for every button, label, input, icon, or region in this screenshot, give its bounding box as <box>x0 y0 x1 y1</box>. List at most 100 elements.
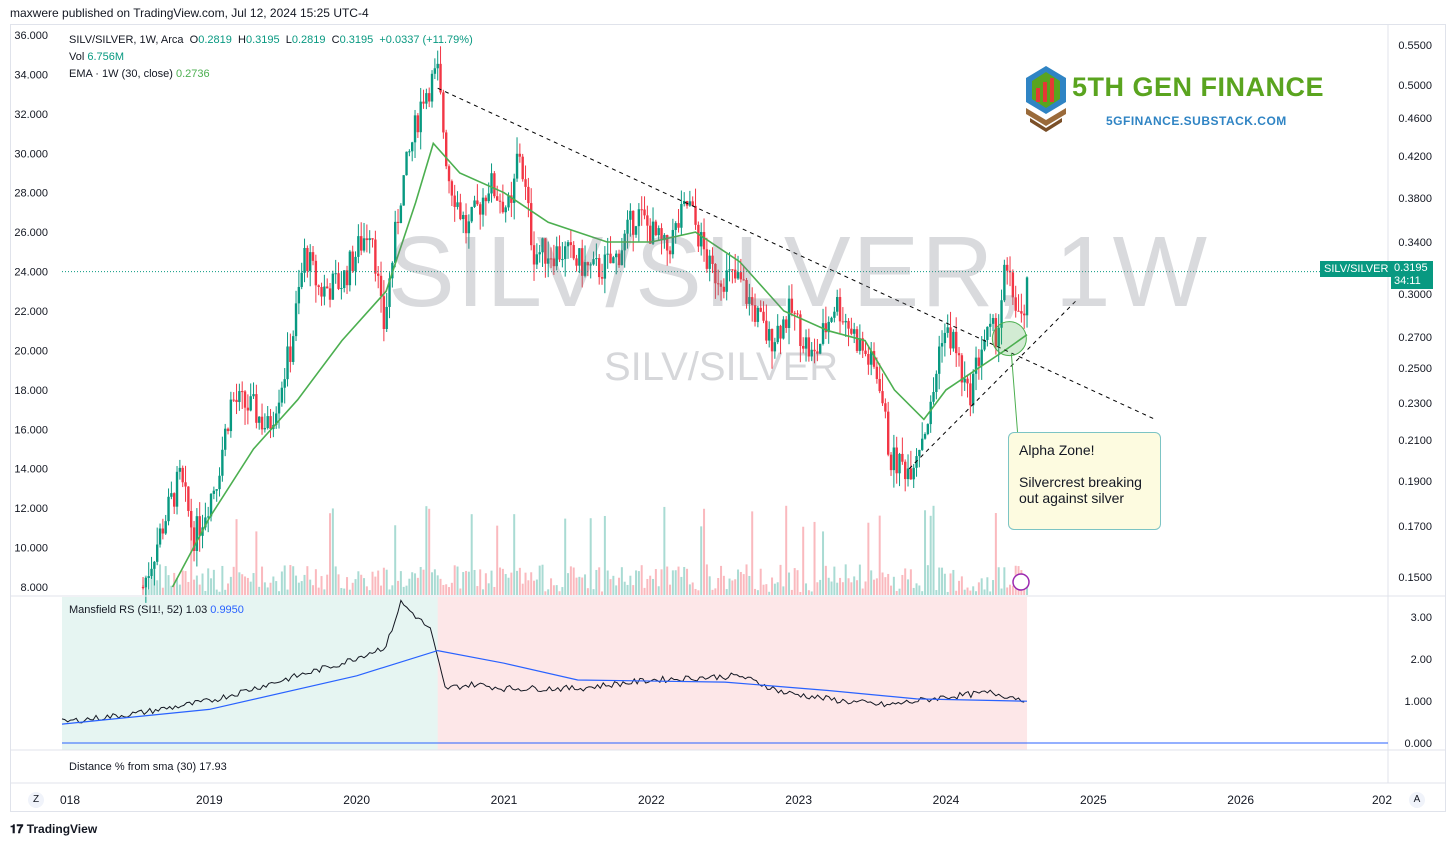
volume-bar <box>272 576 275 595</box>
volume-bar <box>830 581 833 595</box>
volume-bar <box>275 581 278 595</box>
candle-body <box>688 201 692 206</box>
volume-bar <box>198 584 201 595</box>
candle-body <box>209 493 213 517</box>
volume-bar <box>142 585 145 595</box>
volume-bar <box>762 584 765 595</box>
candle-body <box>479 204 482 215</box>
volume-bar <box>382 567 385 595</box>
volume-bar <box>456 566 459 595</box>
volume-bar <box>915 583 918 595</box>
alpha-zone-callout[interactable]: Alpha Zone! Silvercrest breaking out aga… <box>1008 432 1161 530</box>
x-axis-label: 202 <box>1371 793 1393 807</box>
volume-bar <box>782 586 785 595</box>
right-axis-tick: 0.1900 <box>1398 476 1432 488</box>
volume-bar <box>436 575 439 595</box>
volume-bar <box>541 564 544 595</box>
volume-bar <box>697 590 700 595</box>
candle-body <box>581 248 584 276</box>
candle-body <box>232 399 235 401</box>
legend-close: 0.3195 <box>339 34 374 46</box>
candle-body <box>759 307 762 312</box>
auto-scale-button[interactable]: A <box>1409 792 1425 808</box>
candle-body <box>238 391 241 403</box>
candle-body <box>957 353 961 356</box>
volume-bar <box>453 565 456 595</box>
candle-body <box>940 343 944 347</box>
volume-bar <box>663 506 666 595</box>
left-axis-tick: 34.000 <box>14 69 48 81</box>
candle-body <box>266 416 269 429</box>
candle-body <box>719 283 723 287</box>
volume-bar <box>737 569 740 595</box>
volume-bar <box>555 585 558 595</box>
volume-bar <box>816 582 819 595</box>
volume-bar <box>320 576 323 595</box>
volume-bar <box>836 582 839 595</box>
candle-body <box>572 245 575 259</box>
candle-body <box>657 228 660 236</box>
volume-bar <box>221 565 224 595</box>
zoom-button[interactable]: Z <box>28 792 44 808</box>
volume-bar <box>765 584 768 595</box>
volume-bar <box>759 568 762 595</box>
candle-body <box>629 210 632 220</box>
volume-bar <box>881 572 884 595</box>
x-axis-label: 2021 <box>490 793 518 807</box>
candle-body <box>626 219 629 234</box>
candle-body <box>311 252 315 261</box>
volume-bar <box>388 589 391 595</box>
volume-bar <box>558 591 561 595</box>
volume-bar <box>626 584 629 595</box>
candle-body <box>252 394 255 397</box>
candle-body <box>691 201 694 206</box>
candle-body <box>402 175 405 206</box>
volume-bar <box>892 576 895 595</box>
candle-body <box>753 305 757 322</box>
candle-body <box>195 516 199 551</box>
watermark-symbol-small: SILV/SILVER <box>604 345 839 389</box>
volume-bar <box>300 581 303 595</box>
volume-bar <box>331 508 334 595</box>
candle-body <box>408 151 411 153</box>
right-axis-tick: 0.3000 <box>1398 289 1432 301</box>
candle-body <box>708 255 711 269</box>
candle-body <box>906 468 910 480</box>
logo-subtitle: 5GFINANCE.SUBSTACK.COM <box>1106 114 1287 128</box>
candle-body <box>433 68 437 74</box>
candle-body <box>345 270 349 286</box>
candle-body <box>793 312 796 314</box>
candle-body <box>411 142 414 152</box>
volume-bar <box>595 569 598 595</box>
candle-body <box>651 221 655 244</box>
candle-body <box>555 246 558 267</box>
volume-bar <box>986 577 989 595</box>
candle-body <box>768 329 771 341</box>
candle-body <box>742 279 745 281</box>
candle-body <box>1006 264 1009 271</box>
trendline-downtrend <box>437 87 1156 420</box>
candle-body <box>379 275 383 297</box>
candle-body <box>677 223 680 228</box>
candle-body <box>770 329 774 352</box>
volume-bar <box>150 576 153 595</box>
volume-bar <box>218 591 221 595</box>
volume-bar <box>297 582 300 595</box>
chart-frame[interactable] <box>10 24 1446 812</box>
volume-bar <box>504 574 507 595</box>
volume-bar <box>314 569 317 595</box>
volume-bar <box>181 570 184 595</box>
candle-body <box>501 201 505 213</box>
volume-bar <box>227 583 230 595</box>
volume-bar <box>875 578 878 595</box>
candle-body <box>436 63 439 69</box>
volume-bar <box>720 565 723 595</box>
volume-bar <box>193 579 196 595</box>
volume-bar <box>623 581 626 595</box>
candle-body <box>558 246 561 260</box>
candle-body <box>844 320 847 323</box>
candle-body <box>632 210 635 235</box>
volume-bar <box>533 580 536 595</box>
volume-bar <box>433 569 436 595</box>
